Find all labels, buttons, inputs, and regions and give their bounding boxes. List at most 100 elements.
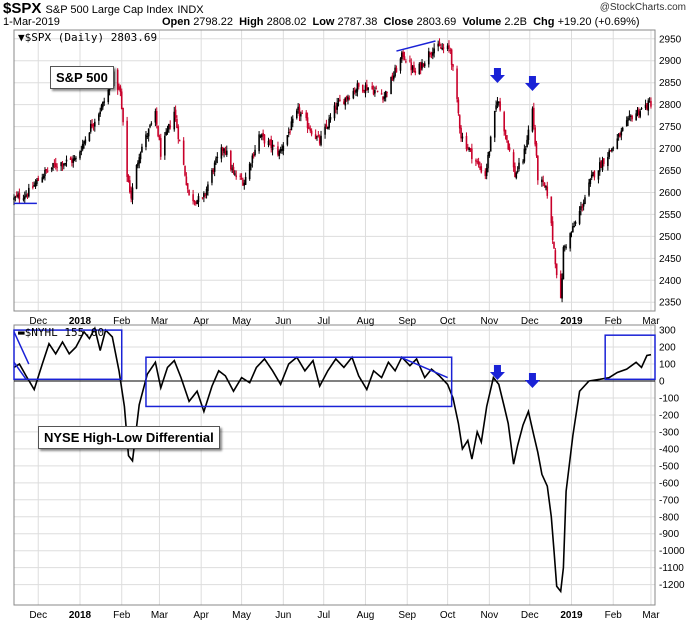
nyhl-box-2 xyxy=(145,356,453,408)
spx-candle xyxy=(168,123,170,133)
spx-candle xyxy=(600,160,602,168)
spx-candle xyxy=(25,190,27,198)
spx-candle xyxy=(584,194,586,205)
spx-candle xyxy=(201,197,204,200)
spx-candle xyxy=(456,65,458,103)
spx-x-tick-label: Sep xyxy=(398,316,416,327)
spx-candle xyxy=(309,125,312,133)
spx-candle xyxy=(98,112,100,126)
spx-candle xyxy=(516,166,519,174)
spx-candle xyxy=(621,126,624,132)
spx-candle xyxy=(52,162,54,171)
spx-candle xyxy=(460,125,462,142)
spx-candle xyxy=(211,168,213,186)
spx-candle xyxy=(281,144,283,154)
spx-candle xyxy=(15,191,18,198)
spx-x-tick-label: Oct xyxy=(440,316,456,327)
spx-candle xyxy=(239,173,242,181)
spx-candle xyxy=(141,143,143,153)
spx-candle xyxy=(149,123,151,129)
spx-y-tick-label: 2500 xyxy=(659,232,682,243)
spx-candle xyxy=(363,89,365,94)
nyhl-x-ticks: Dec 2018 Feb Mar Apr May Jun Jul Aug Sep Oct Nov Dec… xyxy=(29,610,660,621)
spx-candle xyxy=(267,137,270,148)
spx-candle xyxy=(42,173,45,180)
spx-y-tick-label: 2700 xyxy=(659,144,682,155)
spx-candle xyxy=(573,221,576,228)
high-label: High xyxy=(239,16,264,28)
nyhl-trend-line-2 xyxy=(13,361,27,380)
spx-candle xyxy=(196,199,198,205)
nyhl-x-tick-label: Feb xyxy=(113,610,131,621)
spx-x-ticks: Dec 2018 Feb Mar Apr May Jun Jul Aug Sep Oct Nov Dec… xyxy=(29,316,660,327)
nyhl-arrow-1 xyxy=(489,365,505,380)
spx-candle xyxy=(169,120,172,130)
exchange: INDX xyxy=(177,4,204,16)
spx-candle xyxy=(262,129,264,141)
spx-candle xyxy=(402,50,404,61)
spx-candle xyxy=(514,162,516,178)
spx-candle xyxy=(390,76,392,95)
spx-x-tick-label: 2018 xyxy=(69,316,92,327)
stockcharts-logo: @StockCharts.com xyxy=(599,2,686,13)
symbol: $SPX xyxy=(3,0,42,17)
spx-candle xyxy=(207,181,209,196)
spx-candle xyxy=(442,43,445,54)
nyhl-y-tick-label: -200 xyxy=(659,410,679,421)
spx-candle xyxy=(102,101,104,110)
spx-candle xyxy=(545,185,547,191)
nyhl-x-tick-label: Apr xyxy=(193,610,209,621)
spx-candle xyxy=(54,157,57,170)
spx-candle xyxy=(81,139,84,152)
nyhl-x-tick-label: Oct xyxy=(440,610,456,621)
spx-candle xyxy=(399,57,402,74)
nyhl-gridlines xyxy=(14,325,655,605)
spx-candle xyxy=(592,171,594,177)
spx-candle xyxy=(603,158,605,167)
nyhl-x-tick-label: 2018 xyxy=(69,610,92,621)
nyhl-series-line xyxy=(13,326,652,594)
spx-candle xyxy=(216,152,219,164)
spx-candle xyxy=(317,130,320,138)
spx-candle xyxy=(53,159,56,169)
spx-candle xyxy=(310,128,313,137)
spx-candle xyxy=(186,182,189,193)
spx-candle xyxy=(367,87,369,93)
spx-candle xyxy=(648,97,651,103)
spx-candle xyxy=(413,61,415,73)
spx-candle xyxy=(542,175,545,187)
spx-candle xyxy=(41,173,44,183)
open-label: Open xyxy=(162,16,191,28)
spx-candle xyxy=(205,186,208,199)
spx-candle xyxy=(273,144,275,147)
spx-candle xyxy=(329,113,332,123)
spx-candle xyxy=(383,92,386,102)
spx-candle xyxy=(259,134,262,139)
spx-candle xyxy=(122,107,124,126)
spx-candle xyxy=(287,127,290,138)
spx-candle xyxy=(410,58,413,76)
spx-y-tick-label: 2750 xyxy=(659,122,682,133)
nyhl-y-tick-label: -1200 xyxy=(659,580,685,591)
spx-candle xyxy=(597,170,600,184)
spx-candle xyxy=(427,47,430,68)
spx-candle xyxy=(499,97,501,112)
spx-panel-frame xyxy=(13,29,656,312)
spx-candle xyxy=(496,97,499,109)
spx-candle xyxy=(212,168,215,175)
nyhl-legend: ▬$NYHL 155.00 xyxy=(18,326,105,339)
spx-candle xyxy=(497,101,500,107)
spx-candle xyxy=(541,176,543,187)
spx-candle xyxy=(188,189,190,196)
spx-candle xyxy=(479,161,481,171)
spx-candle xyxy=(384,90,387,102)
spx-candle xyxy=(92,123,95,131)
spx-candle xyxy=(565,244,567,250)
nyhl-x-tick-label: Aug xyxy=(357,610,375,621)
spx-candle xyxy=(489,135,492,152)
nyhl-y-tick-label: -400 xyxy=(659,444,679,455)
spx-candle xyxy=(252,151,255,159)
spx-candle xyxy=(324,123,326,139)
spx-y-tick-label: 2850 xyxy=(659,78,682,89)
spx-candle xyxy=(242,177,244,187)
